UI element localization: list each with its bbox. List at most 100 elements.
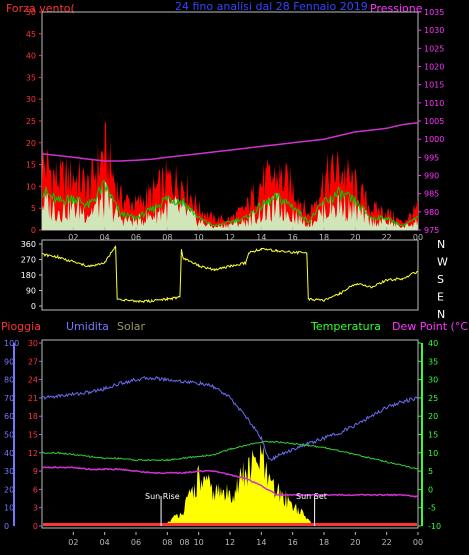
temperature-y-tick-label: 40 [428,339,438,348]
x-tick-label: 16 [288,233,298,242]
direction-panel-plot [41,245,419,304]
direction-y-tick-label: 90 [26,287,36,296]
pressure-y-tick-label: 990 [424,172,439,181]
humidity-y-tick-label: 70 [4,394,14,403]
humidity-y-tick-label: 40 [4,449,14,458]
top-x-ticks: 02 04 06 08 10 12 14 16 18 20 22 00 [68,227,423,242]
x-tick-label: 22 [382,233,392,242]
bottom-x-ticks: 02 04 06 08 10 12 14 16 18 20 22 00 08 [68,532,423,547]
x-tick-label: 10 [194,233,204,242]
x-tick-label: 14 [256,538,266,547]
temperature-y-tick-label: -5 [428,504,436,513]
wind-y-tick-label: 35 [26,73,36,82]
direction-y-tick-label: 270 [21,256,36,265]
x-tick-label: 12 [225,233,235,242]
temperature-y-tick-label: 30 [428,376,438,385]
top-panel-plot [41,120,419,230]
wind-y-tick-label: 0 [31,226,36,235]
x-tick-label: 12 [225,538,235,547]
pressure-y-tick-label: 1035 [424,8,444,17]
temperature-y-tick-label: 10 [428,449,438,458]
solar-area [42,443,418,526]
x-tick-label: 20 [350,538,360,547]
direction-y-ticks: 0 90 180 270 360 [21,240,42,311]
x-tick-label: 02 [68,233,78,242]
direction-y-tick-label: 180 [21,271,36,280]
wind-y-tick-label: 45 [26,30,36,39]
wind-y-tick-label: 10 [26,182,36,191]
temperature-y-tick-label: 0 [428,485,433,494]
direction-line [41,245,419,304]
bottom-panel-plot [41,376,419,526]
x-tick-label: 08 [162,233,172,242]
dewpoint-axis-title: Dew Point (°C) [392,320,469,333]
wind-y-tick-label: 5 [31,204,36,213]
x-tick-label: 18 [319,233,329,242]
rain-y-tick-label: 9 [33,467,38,476]
x-tick-label: 14 [256,233,266,242]
humidity-y-tick-label: 0 [4,522,9,531]
pressure-y-tick-label: 980 [424,208,439,217]
rain-y-tick-label: 30 [28,339,38,348]
x-tick-label: 06 [131,538,141,547]
pressure-y-tick-label: 1020 [424,63,444,72]
dewpoint-line [41,466,419,498]
humidity-axis-title: Umidita [66,320,109,333]
avg-wind-area [42,181,418,230]
chart-title: 24 fino analisi dal 28 Fennaio 2019 [175,0,368,13]
compass-label: E [437,291,444,304]
x-tick-label: 06 [131,233,141,242]
pressure-y-tick-label: 1010 [424,99,444,108]
wind-axis-title: Forza vento( [6,2,75,15]
x-tick-label: 22 [382,538,392,547]
x-tick-label: 00 [413,233,423,242]
pressure-y-tick-label: 1025 [424,44,444,53]
x-tick-label: 10 [194,538,204,547]
wind-y-tick-label: 50 [26,8,36,17]
humidity-y-tick-label: 80 [4,376,14,385]
pressure-y-tick-label: 985 [424,190,439,199]
rain-baseline [43,523,417,526]
humidity-y-tick-label: 10 [4,504,14,513]
compass-label: W [437,256,448,269]
temperature-y-tick-label: -10 [428,522,441,531]
humidity-line [41,376,419,462]
humidity-y-tick-label: 90 [4,357,14,366]
temperature-y-tick-label: 35 [428,357,438,366]
x-tick-label-extra: 08 [179,538,189,547]
temperature-y-tick-label: 5 [428,467,433,476]
pressure-y-tick-label: 995 [424,153,439,162]
pressure-y-tick-label: 1000 [424,135,444,144]
direction-y-tick-label: 360 [21,240,36,249]
x-tick-label: 02 [68,538,78,547]
x-tick-label: 08 [162,538,172,547]
rain-y-tick-label: 24 [28,376,38,385]
pressure-axis-title: Pressione [370,2,423,15]
rain-y-tick-label: 15 [28,431,38,440]
wind-y-tick-label: 40 [26,52,36,61]
rain-axis-title: Pioggia [1,320,41,333]
humidity-y-tick-label: 20 [4,485,14,494]
humidity-y-tick-label: 100 [4,339,19,348]
rain-y-tick-label: 6 [33,485,38,494]
temperature-y-tick-label: 15 [428,431,438,440]
solar-legend: Solar [117,320,146,333]
temperature-legend: Temperatura [310,320,381,333]
pressure-y-tick-label: 1015 [424,81,444,90]
rain-y-tick-label: 21 [28,394,38,403]
rain-y-tick-label: 27 [28,357,38,366]
temperature-line [41,440,419,470]
pressure-y-tick-label: 975 [424,226,439,235]
rain-y-tick-label: 12 [28,449,38,458]
x-tick-label: 04 [100,233,110,242]
direction-panel-frame [41,239,419,311]
wind-y-tick-label: 25 [26,117,36,126]
x-tick-label: 00 [413,538,423,547]
avg-wind-line [41,178,419,228]
humidity-y-tick-label: 50 [4,431,14,440]
direction-y-tick-label: 0 [31,302,36,311]
wind-y-tick-label: 20 [26,139,36,148]
wind-y-tick-label: 15 [26,161,36,170]
rain-y-tick-label: 3 [33,504,38,513]
